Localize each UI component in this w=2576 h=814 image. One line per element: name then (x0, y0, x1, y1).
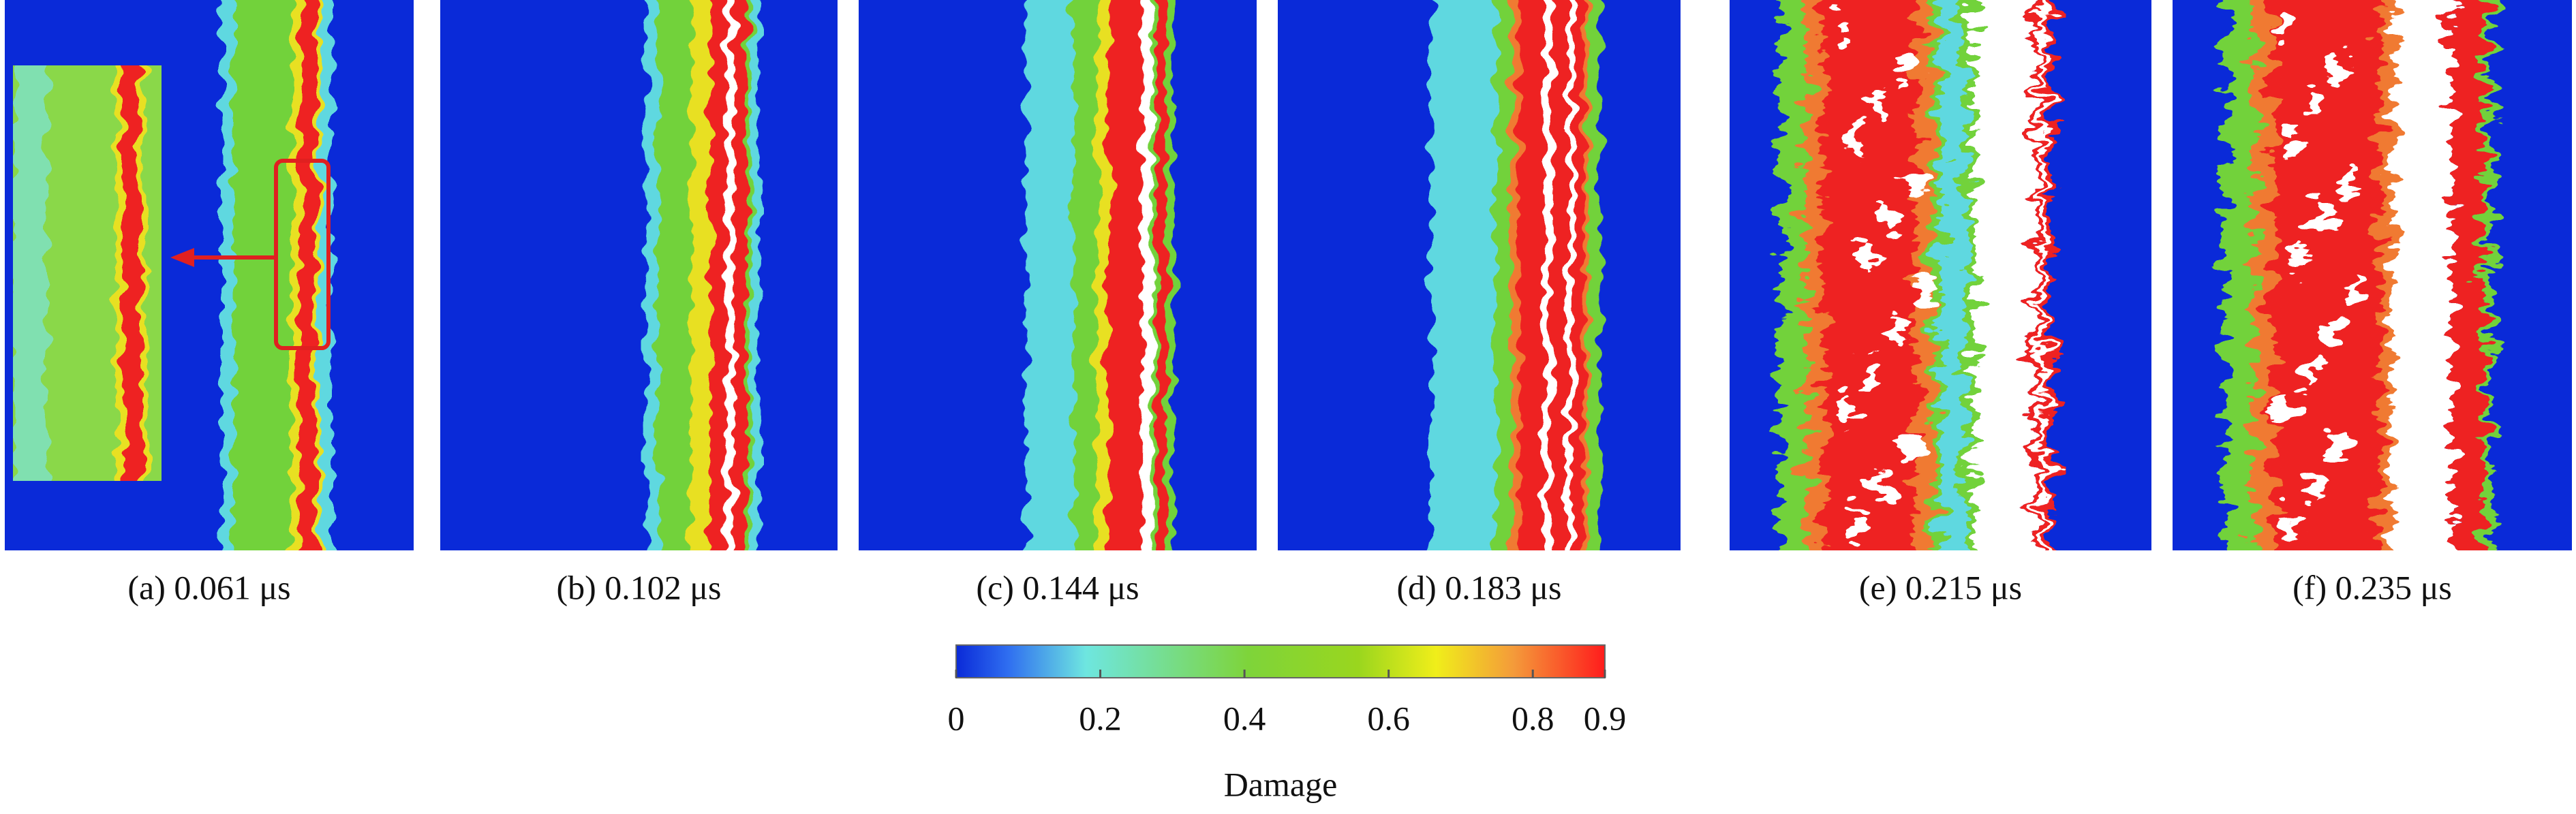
damage-blob (2314, 203, 2334, 233)
band-group (2224, 0, 2492, 550)
damage-panel: (f) 0.235 μs (2173, 0, 2572, 606)
panel-caption: (d) 0.183 μs (1396, 568, 1561, 606)
colorbar-tick-label: 0.8 (1512, 699, 1554, 737)
damage-panel: (e) 0.215 μs (1730, 0, 2151, 606)
callout-box (274, 159, 331, 350)
contour-bands (1026, 0, 1174, 550)
damage-blob (1871, 470, 1891, 500)
damage-blob (2331, 432, 2350, 462)
damage-blob (1846, 127, 1866, 157)
panel-caption: (c) 0.144 μs (976, 568, 1139, 606)
damage-blob (2306, 89, 2326, 119)
damage-blob (1897, 432, 1916, 462)
panels: (a) 0.061 μs (b) 0.102 μs (c) 0.144 μs (d) … (5, 0, 2572, 606)
damage-blob (1838, 12, 1858, 42)
damage-panel: (c) 0.144 μs (859, 0, 1257, 606)
damage-blob (2306, 470, 2326, 500)
callout-arrowhead (170, 248, 194, 267)
colorbar-tick-label: 0.9 (1584, 699, 1627, 737)
colorbar-scale (955, 644, 1606, 678)
contour-band (734, 0, 746, 550)
band-group (647, 0, 758, 550)
contour-bands (2224, 0, 2492, 550)
colorbar-label: Damage (1224, 765, 1338, 803)
damage-blob (2346, 279, 2366, 309)
colorbar-tick-label: 0.6 (1367, 699, 1410, 737)
contour-band (1141, 0, 1152, 550)
panel-caption: (a) 0.061 μs (127, 568, 290, 606)
inset-bands (13, 65, 162, 481)
damage-blob (2290, 241, 2310, 271)
damage-blob (2299, 356, 2318, 386)
contour-band (123, 65, 140, 481)
damage-blob (1888, 317, 1908, 347)
damage-blob (1871, 89, 1891, 119)
damage-blob (1838, 394, 1858, 424)
damage-blob (2275, 394, 2295, 424)
contour-band (726, 0, 735, 550)
contour-bands (647, 0, 758, 550)
contour-band (2452, 0, 2485, 550)
damage-blob (2331, 50, 2350, 80)
contour-bands (1430, 0, 1600, 550)
contour-band (2392, 0, 2453, 550)
damage-blob (1905, 165, 1925, 195)
band-group (1430, 0, 1600, 550)
contour-band (1822, 0, 1916, 550)
damage-blob (1880, 203, 1900, 233)
damage-blob (1863, 356, 1883, 386)
colorbar: Damage 0 0.2 0.4 0.6 0.8 0.9 (948, 644, 1627, 803)
contour-band (13, 65, 47, 481)
damage-blob (1914, 279, 1933, 309)
contour-band (2484, 0, 2492, 550)
inset (13, 65, 331, 481)
panel-caption: (b) 0.102 μs (556, 568, 721, 606)
damage-blob (1897, 50, 1916, 80)
band-group (13, 65, 162, 481)
contour-band (1567, 0, 1574, 550)
contour-bands (1780, 0, 2053, 550)
contour-band (299, 0, 316, 550)
damage-blob (1855, 241, 1875, 271)
panel-caption: (f) 0.235 μs (2293, 568, 2452, 606)
colorbar-tick-label: 0.4 (1223, 699, 1266, 737)
panel-caption: (e) 0.215 μs (1859, 568, 2022, 606)
damage-blob (2282, 127, 2302, 157)
contour-band (1026, 0, 1082, 550)
damage-blob (1846, 508, 1866, 538)
contour-band (1544, 0, 1552, 550)
damage-blob (2338, 165, 2358, 195)
damage-panel: (b) 0.102 μs (440, 0, 838, 606)
colorbar-tick-label: 0.2 (1079, 699, 1122, 737)
panel-background (440, 0, 838, 550)
colorbar-tick-label: 0 (948, 699, 965, 737)
damage-panel: (d) 0.183 μs (1278, 0, 1681, 606)
damage-blob (2322, 317, 2342, 347)
band-group (1026, 0, 1174, 550)
contour-band (1109, 0, 1146, 550)
contour-band (2039, 0, 2046, 550)
contour-band (1974, 0, 2034, 550)
contour-band (2272, 0, 2380, 550)
damage-blob (2282, 508, 2302, 538)
damage-blob (2275, 12, 2295, 42)
band-group (1780, 0, 2053, 550)
contour-band (1155, 0, 1165, 550)
contour-band (1430, 0, 1503, 550)
contour-band (1940, 0, 1966, 550)
